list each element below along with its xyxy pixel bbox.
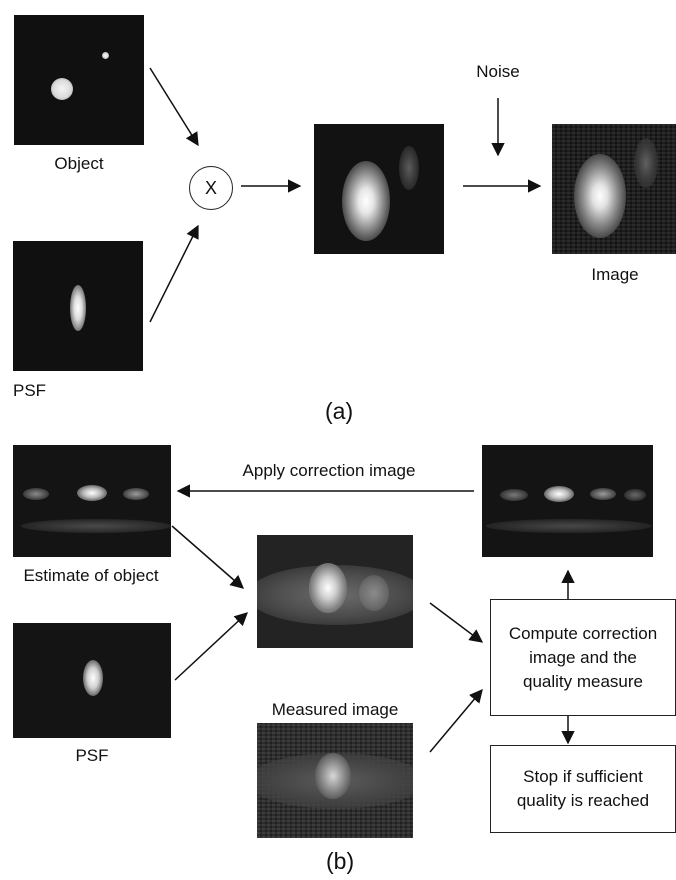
psf-label-a: PSF [13,381,47,400]
caption-a: (a) [325,398,354,424]
arrow-psf-to-multiply [149,224,199,323]
blurred-object-image [314,124,444,254]
blurred-point-blob [399,146,419,190]
noisy-point-blob [634,138,658,188]
psf-image-b [13,623,171,738]
caption-b: (b) [326,848,355,874]
object-disc [51,78,73,100]
correction-band [486,519,652,533]
noise-label: Noise [476,62,520,81]
object-label: Object [54,154,104,173]
psf-blob-a [70,285,86,331]
arrow-psf-to-blurred [174,612,248,681]
noisy-main-blob [574,154,626,238]
estimate-label: Estimate of object [23,566,159,585]
estimate-spot-1 [23,488,49,500]
blurred-estimate-spot [309,563,347,613]
object-image [14,15,144,145]
arrow-object-to-multiply [149,67,199,147]
measured-spot [315,753,351,799]
multiply-symbol: X [204,177,217,198]
blurred-estimate-image [257,535,413,648]
measured-label: Measured image [271,700,399,719]
multiply-operator: X [189,166,233,210]
blurred-estimate-side [359,575,389,611]
estimate-band [21,519,171,533]
arrow-estimate-to-blurred [171,525,245,589]
compute-box-text: Compute correction image and the quality… [508,623,658,691]
image-label: Image [591,265,639,284]
correction-spot-3 [590,488,616,500]
estimate-image [13,445,171,557]
correction-spot-4 [624,489,646,501]
estimate-spot-2 [77,485,107,501]
stop-box-text: Stop if sufficient quality is reached [516,767,650,810]
psf-blob-b [83,660,103,696]
blurred-main-blob [342,161,390,241]
estimate-spot-3 [123,488,149,500]
arrow-blurred-to-compute [429,602,484,643]
stop-box: Stop if sufficient quality is reached [490,745,676,833]
psf-image-a [13,241,143,371]
correction-spot-1 [500,489,528,501]
measured-image [257,723,413,838]
arrow-measured-to-compute [429,688,483,753]
noisy-image [552,124,676,254]
psf-label-b: PSF [75,746,109,765]
correction-spot-2 [544,486,574,502]
compute-box: Compute correction image and the quality… [490,599,676,716]
object-point [102,52,109,59]
apply-correction-label: Apply correction image [242,461,416,480]
correction-image [482,445,653,557]
